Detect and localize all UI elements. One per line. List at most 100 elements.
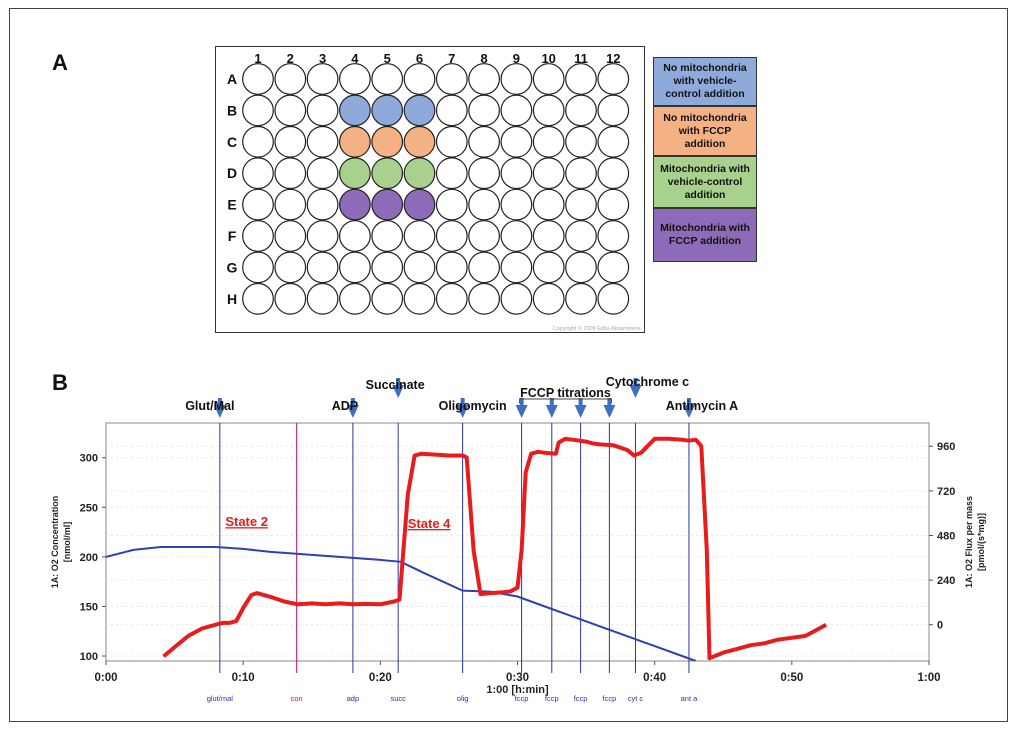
plate-well: [597, 63, 630, 95]
event-arrow-icon: [515, 405, 528, 418]
event-arrow-icon: [629, 385, 642, 398]
x-axis-label: 1:00 [h:min]: [486, 684, 549, 696]
y-right-tick-label: 240: [937, 575, 955, 587]
plate-well: [371, 94, 404, 127]
plate-well: [435, 251, 468, 284]
plate-well: [597, 220, 630, 252]
plate-well: [500, 125, 533, 158]
plate-well: [338, 282, 371, 315]
event-arrow-icon: [574, 405, 587, 418]
plate-well: [242, 220, 274, 252]
legend-item-mito-vehicle: Mitochondria with vehicle-control additi…: [653, 156, 757, 208]
plate-well: [242, 125, 274, 158]
plate-well: [306, 125, 339, 158]
event-arrow-icon: [682, 405, 695, 418]
plate-well: [403, 251, 436, 284]
plate-row-label: B: [227, 102, 237, 118]
event-tick-label: ant a: [681, 694, 699, 703]
plate-well: [468, 125, 501, 158]
plate-well: [338, 63, 371, 95]
plate-well: [403, 125, 436, 158]
plate-well: [242, 94, 274, 127]
figure-frame: [9, 8, 1008, 722]
plate-row-label: G: [227, 259, 238, 275]
event-label: Succinate: [366, 378, 425, 392]
plate-row-label: H: [227, 291, 237, 307]
event-arrow-icon: [392, 385, 405, 398]
plate-well: [435, 125, 468, 158]
y-right-tick-label: 720: [937, 486, 955, 498]
plate-well: [371, 251, 404, 284]
y-left-tick-label: 300: [80, 453, 98, 465]
plate-well: [274, 282, 307, 315]
plate-well: [371, 125, 404, 158]
y-left-tick-label: 200: [80, 552, 98, 564]
y-left-tick-label: 100: [80, 651, 98, 663]
event-label: Glut/Mal: [185, 399, 234, 413]
fccp-group-label: FCCP titrations: [520, 386, 611, 400]
event-tick-label: fccp: [515, 694, 529, 703]
plate-well: [274, 63, 307, 95]
legend-item-mito-fccp: Mitochondria with FCCP addition: [653, 208, 757, 262]
plate-well: [565, 220, 597, 252]
plate-well: [306, 251, 339, 284]
plate-well: [532, 125, 565, 158]
x-tick-label: 1:00: [917, 672, 940, 684]
plate-well: [500, 251, 533, 284]
plate-well: [306, 282, 339, 315]
plate-column-label: 10: [541, 51, 555, 66]
legend-label: No mitochondria with vehicle-control add…: [663, 62, 747, 100]
plate-well: [565, 157, 597, 190]
plate-well: [403, 282, 436, 315]
fccp-group-bracket: [519, 398, 612, 403]
y-right-axis-title: 1A: O2 Flux per mass [pmol/(s*mg)]: [964, 496, 986, 588]
plate-well: [306, 63, 339, 95]
plate-well: [500, 63, 533, 95]
event-arrow-icon: [346, 405, 359, 418]
event-tick-label: olig: [457, 694, 469, 703]
y-left-axis-title: 1A: O2 Concentration [nmol/ml]: [50, 496, 72, 589]
plate-well: [597, 282, 630, 315]
plate-well: [435, 157, 468, 190]
plate-well: [338, 220, 371, 252]
plate-well: [274, 188, 307, 221]
plate-well: [242, 282, 274, 315]
series-o2-flux-line: [162, 436, 828, 661]
plate-well: [371, 188, 404, 221]
legend-label: Mitochondria with vehicle-control additi…: [660, 162, 750, 201]
plate-well: [435, 220, 468, 252]
event-tick-label: glut/mal: [207, 694, 234, 703]
event-arrow-icon: [545, 405, 558, 418]
plate-well: [403, 220, 436, 252]
y-left-tick-label: 150: [80, 601, 98, 613]
plate-column-label: 5: [384, 51, 391, 66]
plate-well: [306, 157, 339, 190]
event-label: Antimycin A: [666, 399, 738, 413]
y-right-axis-title-line: 1A: O2 Flux per mass: [964, 496, 974, 588]
plate-well: [306, 188, 339, 221]
x-tick-label: 0:50: [780, 672, 803, 684]
plate-well: [338, 251, 371, 284]
plate-well: [403, 157, 436, 190]
plate-well: [500, 220, 533, 252]
plate-well: [597, 94, 630, 127]
plate-column-label: 7: [448, 51, 455, 66]
plate-column-label: 8: [480, 51, 487, 66]
y-right-axis-title-unit: [pmol/(s*mg)]: [976, 513, 986, 571]
event-tick-label: adp: [347, 694, 360, 703]
x-tick-label: 0:30: [506, 672, 529, 684]
plate-well: [403, 63, 436, 95]
panel-b-label: B: [52, 370, 68, 395]
event-label: Oligomycin: [439, 399, 507, 413]
event-tick-label: cyt c: [628, 694, 644, 703]
plate-well: [435, 282, 468, 315]
x-tick-label: 0:40: [643, 672, 666, 684]
x-tick-label: 0:20: [369, 672, 392, 684]
event-tick-label: succ: [390, 694, 406, 703]
plate-well: [403, 188, 436, 221]
plate-row-label: C: [227, 134, 237, 150]
plate-column-label: 3: [319, 51, 326, 66]
plate-well: [338, 94, 371, 127]
